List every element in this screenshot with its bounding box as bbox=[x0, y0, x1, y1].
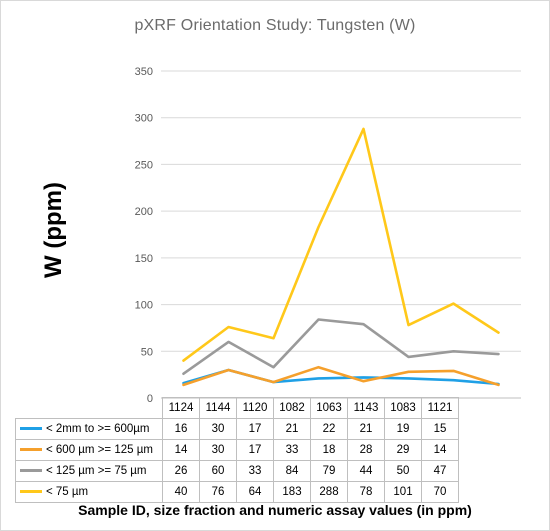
data-label: 84 bbox=[273, 460, 311, 482]
legend-entry: < 125 µm >= 75 µm bbox=[15, 460, 163, 482]
data-label: 18 bbox=[310, 439, 348, 461]
data-label: 47 bbox=[421, 460, 459, 482]
x-tick-label: 1083 bbox=[384, 397, 422, 419]
data-label: 64 bbox=[236, 481, 274, 503]
x-tick-label: 1144 bbox=[199, 397, 237, 419]
series-line-3 bbox=[182, 127, 500, 362]
legend-label: < 600 µm >= 125 µm bbox=[46, 444, 153, 456]
legend-label: < 125 µm >= 75 µm bbox=[46, 465, 147, 477]
table-corner bbox=[15, 397, 163, 419]
data-label: 101 bbox=[384, 481, 422, 503]
table-row: < 600 µm >= 125 µm 14 30 17 33 18 28 29 14 bbox=[15, 439, 459, 461]
y-tick-label: 100 bbox=[135, 300, 153, 312]
legend-swatch bbox=[20, 427, 42, 431]
data-label: 14 bbox=[162, 439, 200, 461]
chart-title: pXRF Orientation Study: Tungsten (W) bbox=[134, 17, 416, 34]
table-row: < 75 µm 40 76 64 183 288 78 101 70 bbox=[15, 481, 459, 503]
legend-entry: < 2mm to >= 600µm bbox=[15, 418, 163, 440]
legend-label: < 75 µm bbox=[46, 486, 89, 498]
data-label: 40 bbox=[162, 481, 200, 503]
data-label: 19 bbox=[384, 418, 422, 440]
y-tick-label: 300 bbox=[135, 113, 153, 125]
legend-swatch bbox=[20, 448, 42, 452]
y-tick-label: 200 bbox=[135, 206, 153, 218]
data-label: 14 bbox=[421, 439, 459, 461]
legend-swatch bbox=[20, 469, 42, 473]
data-label: 33 bbox=[236, 460, 274, 482]
x-tick-label: 1121 bbox=[421, 397, 459, 419]
data-label: 60 bbox=[199, 460, 237, 482]
data-label: 30 bbox=[199, 418, 237, 440]
data-label: 33 bbox=[273, 439, 311, 461]
x-tick-label: 1082 bbox=[273, 397, 311, 419]
data-label: 50 bbox=[384, 460, 422, 482]
data-label: 21 bbox=[273, 418, 311, 440]
x-tick-label: 1120 bbox=[236, 397, 274, 419]
series-line-1 bbox=[182, 365, 500, 387]
data-table: 1124 1144 1120 1082 1063 1143 1083 1121 < 2mm to… bbox=[15, 397, 459, 503]
data-label: 30 bbox=[199, 439, 237, 461]
x-tick-label: 1124 bbox=[162, 397, 200, 419]
data-label: 16 bbox=[162, 418, 200, 440]
data-label: 79 bbox=[310, 460, 348, 482]
data-label: 15 bbox=[421, 418, 459, 440]
legend-entry: < 75 µm bbox=[15, 481, 163, 503]
data-label: 183 bbox=[273, 481, 311, 503]
y-tick-label: 250 bbox=[135, 159, 153, 171]
x-tick-label: 1143 bbox=[347, 397, 385, 419]
legend-swatch bbox=[20, 490, 42, 494]
data-label: 21 bbox=[347, 418, 385, 440]
y-tick-label: 350 bbox=[135, 66, 153, 78]
data-label: 28 bbox=[347, 439, 385, 461]
x-tick-label: 1063 bbox=[310, 397, 348, 419]
table-row: < 2mm to >= 600µm 16 30 17 21 22 21 19 15 bbox=[15, 418, 459, 440]
legend-label: < 2mm to >= 600µm bbox=[46, 423, 150, 435]
data-label: 44 bbox=[347, 460, 385, 482]
data-label: 17 bbox=[236, 418, 274, 440]
legend-entry: < 600 µm >= 125 µm bbox=[15, 439, 163, 461]
y-tick-label: 50 bbox=[141, 346, 153, 358]
data-label: 70 bbox=[421, 481, 459, 503]
series-line-2 bbox=[182, 318, 500, 376]
data-label: 26 bbox=[162, 460, 200, 482]
table-header-row: 1124 1144 1120 1082 1063 1143 1083 1121 bbox=[15, 397, 459, 419]
x-axis-title: Sample ID, size fraction and numeric ass… bbox=[78, 502, 472, 518]
y-tick-label: 150 bbox=[135, 253, 153, 265]
table-row: < 125 µm >= 75 µm 26 60 33 84 79 44 50 47 bbox=[15, 460, 459, 482]
data-label: 22 bbox=[310, 418, 348, 440]
data-label: 76 bbox=[199, 481, 237, 503]
data-label: 17 bbox=[236, 439, 274, 461]
data-label: 29 bbox=[384, 439, 422, 461]
data-label: 78 bbox=[347, 481, 385, 503]
data-label: 288 bbox=[310, 481, 348, 503]
